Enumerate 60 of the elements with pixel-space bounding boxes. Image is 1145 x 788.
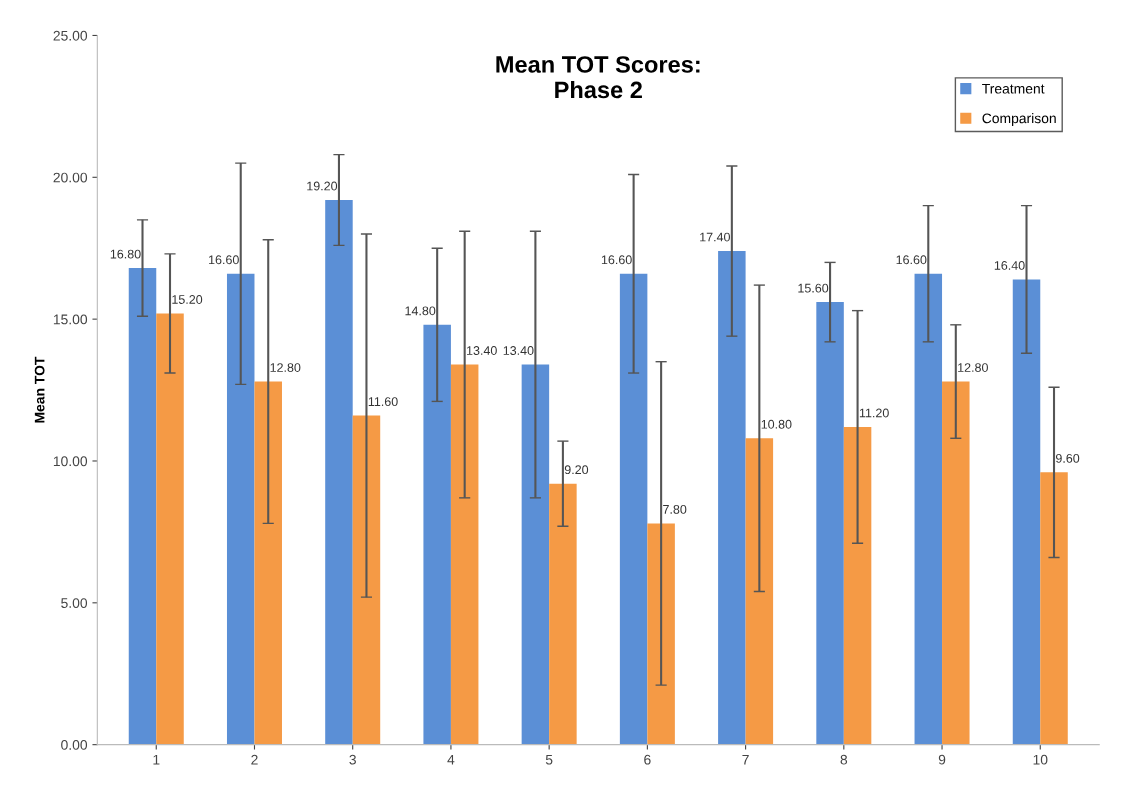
text: Mean TOT Scores: Phase 2 <box>496 56 700 99</box>
data-label: 16.40 <box>994 261 1025 270</box>
x-tick-label: 7 <box>742 754 749 765</box>
bar <box>718 251 746 745</box>
y-tick-label: 20.00 <box>53 172 88 183</box>
x-tick-label: 10 <box>1033 754 1048 765</box>
bar <box>352 415 381 745</box>
bar <box>843 426 872 745</box>
bar <box>549 483 577 745</box>
data-label: 16.60 <box>896 255 927 265</box>
data-label: 16.60 <box>209 255 239 265</box>
data-label: 9.60 <box>1055 453 1080 463</box>
bar <box>1012 279 1041 745</box>
data-label: 16.80 <box>110 249 141 259</box>
data-label: 13.40 <box>467 346 497 355</box>
y-tick-label: 0.00 <box>61 739 88 750</box>
bar <box>745 438 774 745</box>
data-label: 13.40 <box>503 346 534 355</box>
x-tick-label: 6 <box>644 754 651 765</box>
x-tick-label: 3 <box>349 754 356 765</box>
data-label: 10.80 <box>761 419 792 429</box>
bar <box>325 199 353 745</box>
data-label: 14.80 <box>405 306 436 316</box>
data-label: 19.20 <box>307 181 338 191</box>
bar <box>914 273 943 745</box>
x-tick-label: 2 <box>251 754 258 765</box>
data-label: 12.80 <box>958 363 988 372</box>
data-label: 12.80 <box>270 363 301 372</box>
legend-label: Treatment <box>982 83 1045 94</box>
y-tick-label: 10.00 <box>53 456 88 467</box>
data-label: 15.20 <box>172 295 203 304</box>
data-label: 9.20 <box>564 465 589 475</box>
bar <box>254 381 282 745</box>
bar <box>1040 472 1068 745</box>
data-label: 17.40 <box>700 232 730 242</box>
data-label: 7.80 <box>663 504 687 514</box>
data-label: 11.20 <box>859 408 889 418</box>
y-tick-label: 5.00 <box>61 598 88 608</box>
bar <box>816 302 844 745</box>
legend-label: Comparison <box>982 113 1056 126</box>
bar <box>128 268 157 745</box>
x-tick-label: 5 <box>545 754 553 765</box>
data-label: 15.60 <box>798 283 829 293</box>
y-tick-label: 25.00 <box>53 30 88 41</box>
data-label: 11.60 <box>368 397 398 407</box>
data-label: 16.60 <box>601 255 632 265</box>
bar <box>942 381 970 745</box>
y-axis-title: Mean TOT <box>34 356 45 423</box>
x-tick-label: 8 <box>840 754 848 765</box>
x-tick-label: 9 <box>938 754 946 765</box>
bar <box>521 364 550 745</box>
bar <box>156 313 184 745</box>
x-tick-label: 1 <box>153 754 160 765</box>
bar <box>619 273 648 745</box>
y-tick-label: 15.00 <box>53 314 88 325</box>
bar <box>647 523 675 745</box>
bar <box>423 324 451 745</box>
bar <box>450 364 479 745</box>
x-tick-label: 4 <box>447 754 455 765</box>
bar <box>226 273 255 745</box>
